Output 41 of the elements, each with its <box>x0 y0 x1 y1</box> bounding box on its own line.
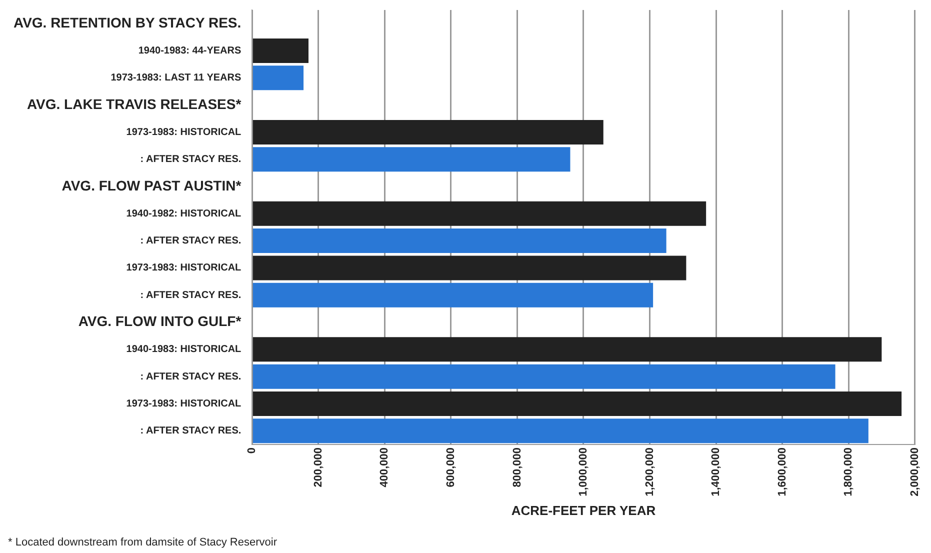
y-tick-label: 1973-1983: HISTORICAL <box>126 126 242 138</box>
y-tick-label: 1973-1983: HISTORICAL <box>126 398 242 410</box>
y-tick-label: 1940-1983: 44-YEARS <box>138 45 242 56</box>
y-tick-label: AVG. LAKE TRAVIS RELEASES* <box>26 96 242 112</box>
y-tick-label: : AFTER STACY RES. <box>140 371 242 382</box>
bar <box>252 282 654 308</box>
y-tick-label: : AFTER STACY RES. <box>140 154 242 166</box>
x-tick-label: 1,600,000 <box>776 447 788 496</box>
x-tick-label: 200,000 <box>312 447 324 488</box>
x-tick-label: 1,800,000 <box>842 447 855 496</box>
y-tick-label: : AFTER STACY RES. <box>140 236 242 247</box>
bar <box>252 66 304 90</box>
y-tick-label: 1940-1983: HISTORICAL <box>126 344 242 356</box>
y-tick-label: AVG. RETENTION BY STACY RES. <box>14 14 242 30</box>
y-tick-label: 1973-1983: LAST 11 YEARS <box>110 72 242 84</box>
x-tick-label: 0 <box>246 447 258 454</box>
bar <box>252 38 308 63</box>
bar <box>252 364 836 389</box>
y-tick-label: AVG. FLOW PAST AUSTIN* <box>62 177 242 194</box>
x-tick-label: 1,400,000 <box>710 447 722 496</box>
x-tick-label: 1,000,000 <box>578 447 590 496</box>
x-tick-label: 1,200,000 <box>644 447 656 496</box>
y-tick-label: : AFTER STACY RES. <box>140 426 242 437</box>
y-tick-label: : AFTER STACY RES. <box>140 290 242 301</box>
bar <box>252 418 868 444</box>
bar <box>252 147 570 172</box>
x-axis-title: ACRE-FEET PER YEAR <box>511 502 656 518</box>
x-tick-label: 2,000,000 <box>908 447 921 496</box>
bar <box>252 201 706 226</box>
y-tick-label: 1940-1982: HISTORICAL <box>126 208 242 220</box>
y-tick-label: AVG. FLOW INTO GULF* <box>78 313 242 330</box>
bar <box>252 337 882 362</box>
bar <box>252 256 686 280</box>
x-tick-label: 400,000 <box>378 447 391 488</box>
text: * Located downstream from damsite of Stacy Reservoir <box>8 536 278 549</box>
x-tick-label: 800,000 <box>511 447 524 488</box>
y-tick-label: 1973-1983: HISTORICAL <box>126 262 242 274</box>
bar <box>252 228 666 254</box>
bar <box>252 120 604 144</box>
bar <box>252 391 902 416</box>
x-tick-label: 600,000 <box>444 447 457 488</box>
